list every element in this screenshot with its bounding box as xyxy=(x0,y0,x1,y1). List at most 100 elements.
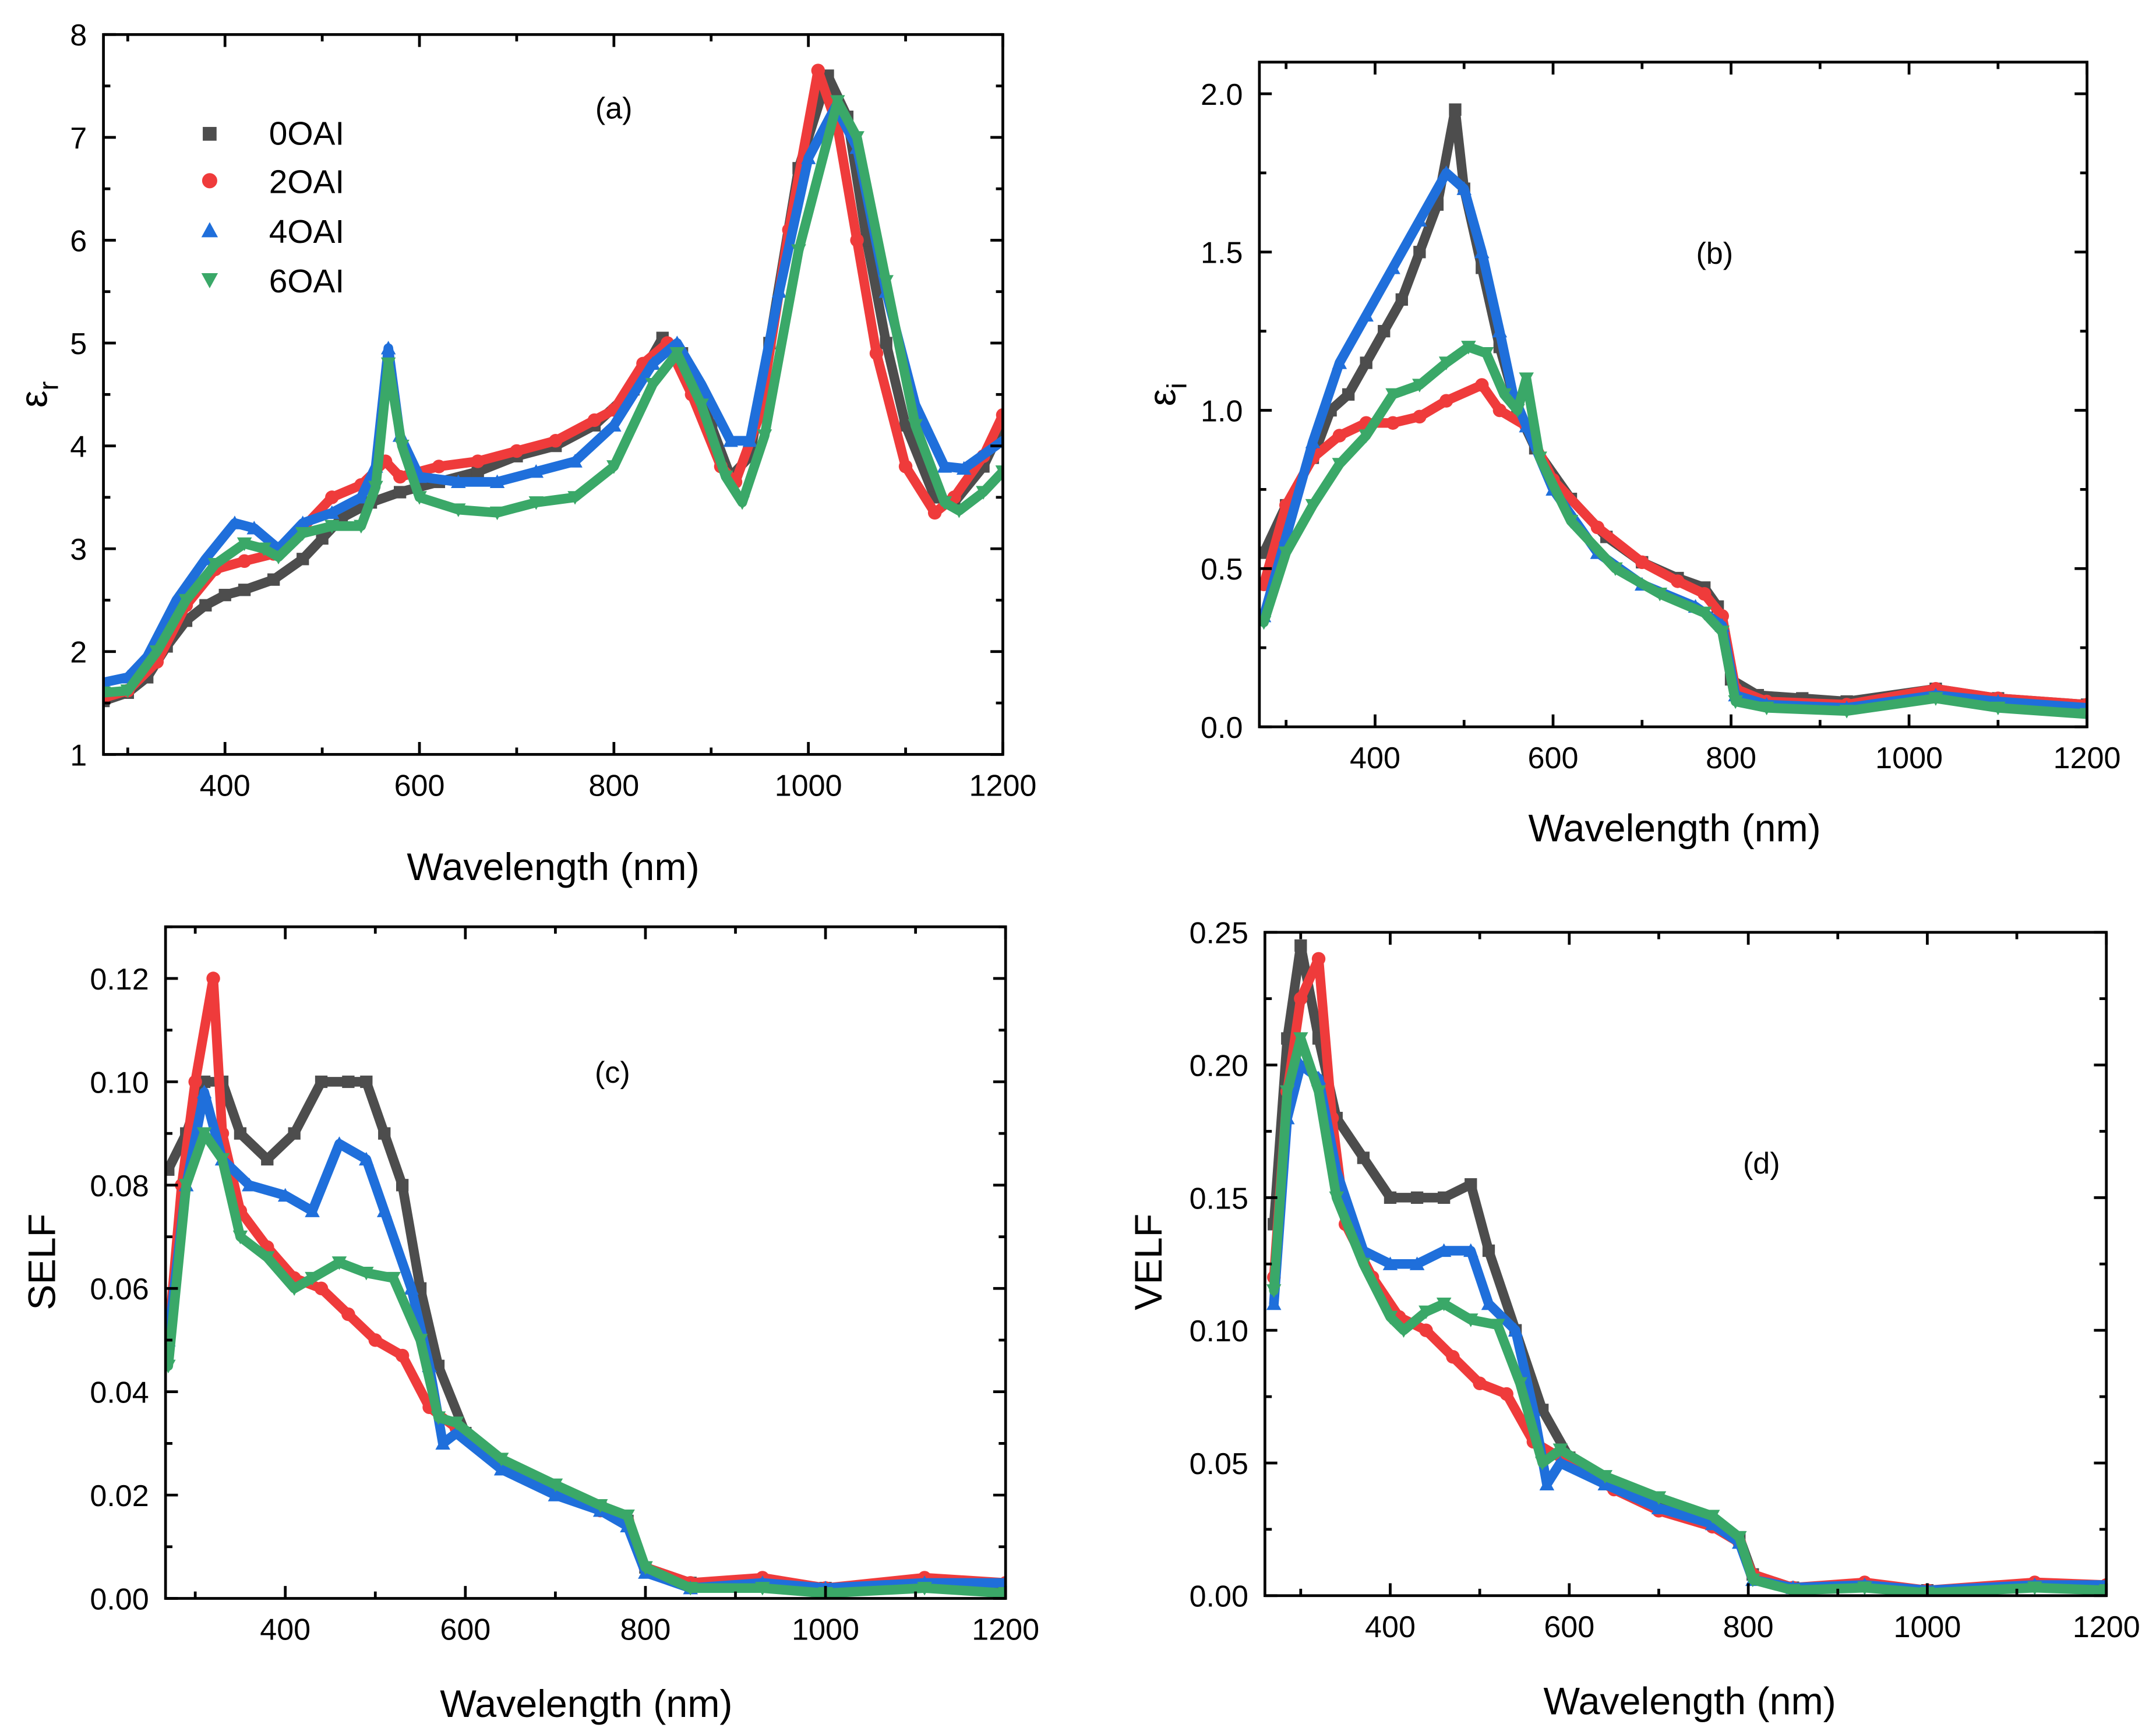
data-point-2oai xyxy=(587,413,602,427)
data-point-2oai xyxy=(1311,952,1326,966)
data-point-6oai xyxy=(451,503,466,517)
y-tick-label: 0.06 xyxy=(90,1273,149,1306)
data-point-6oai xyxy=(1728,695,1743,709)
data-point-6oai xyxy=(2079,708,2087,722)
legend-item-4oai: 4OAI xyxy=(201,214,344,250)
data-point-0oai xyxy=(234,1127,247,1140)
series-6oai xyxy=(103,95,1003,701)
data-point-6oai xyxy=(493,1453,509,1467)
y-tick-label: 1.0 xyxy=(1201,394,1243,428)
data-point-6oai xyxy=(149,645,165,659)
data-point-0oai xyxy=(165,1163,175,1176)
legend-symbol-4oai xyxy=(201,222,218,238)
panel-d-label: (d) xyxy=(1743,1147,1780,1181)
data-point-4oai xyxy=(669,335,685,349)
y-tick-label: 0.10 xyxy=(90,1066,149,1100)
data-point-6oai xyxy=(412,1334,428,1348)
data-point-4oai xyxy=(1492,323,1508,338)
data-point-6oai xyxy=(295,527,310,541)
data-point-6oai xyxy=(638,1561,653,1575)
data-point-6oai xyxy=(165,1359,176,1374)
data-point-2oai xyxy=(1697,586,1712,601)
data-point-4oai xyxy=(380,341,396,355)
y-tick-label: 2 xyxy=(70,636,87,670)
x-tick-label: 800 xyxy=(1723,1610,1774,1644)
data-point-0oai xyxy=(1360,356,1372,369)
data-point-6oai xyxy=(694,398,709,412)
panel-a-ylabel-symbol: ε xyxy=(13,390,56,408)
y-tick-label: 0.00 xyxy=(1190,1580,1248,1614)
data-point-6oai xyxy=(1382,1310,1398,1325)
data-point-0oai xyxy=(1413,246,1426,259)
data-point-6oai xyxy=(287,1282,302,1296)
data-point-4oai xyxy=(404,1281,419,1295)
data-point-6oai xyxy=(256,542,271,556)
y-tick-label: 0.20 xyxy=(1190,1050,1248,1083)
y-tick-label: 0.5 xyxy=(1201,553,1243,586)
data-point-0oai xyxy=(199,599,212,612)
series-line-6oai xyxy=(165,1128,1006,1598)
series-2oai xyxy=(1266,952,2106,1596)
data-point-2oai xyxy=(996,408,1003,422)
data-point-6oai xyxy=(1497,388,1512,402)
data-point-6oai xyxy=(1928,692,1943,706)
data-point-6oai xyxy=(394,439,410,454)
data-point-4oai xyxy=(198,552,213,566)
series-6oai xyxy=(165,1127,1006,1599)
y-tick-label: 0.10 xyxy=(1190,1314,1248,1348)
data-point-6oai xyxy=(995,465,1003,479)
data-point-4oai xyxy=(567,454,583,468)
legend-item-6oai: 6OAI xyxy=(201,263,344,300)
x-tick-label: 1200 xyxy=(2053,741,2121,775)
series-line-2oai xyxy=(1269,954,2106,1595)
y-tick-label: 0.04 xyxy=(90,1376,149,1410)
data-point-0oai xyxy=(899,419,912,432)
data-point-6oai xyxy=(1490,1319,1505,1333)
data-point-6oai xyxy=(1512,1377,1528,1391)
data-point-2oai xyxy=(1294,991,1308,1006)
legend-item-0oai: 0OAI xyxy=(203,116,344,153)
data-point-6oai xyxy=(1839,705,1854,719)
data-point-4oai xyxy=(305,1203,320,1217)
data-point-0oai xyxy=(414,1282,427,1295)
data-point-6oai xyxy=(354,520,369,534)
data-point-4oai xyxy=(1539,1476,1555,1491)
data-point-6oai xyxy=(120,684,136,698)
data-point-6oai xyxy=(683,1582,698,1596)
series-4oai xyxy=(103,99,1003,689)
data-point-0oai xyxy=(315,1075,328,1089)
panel-d-xlabel: Wavelength (nm) xyxy=(1543,1680,1836,1723)
data-point-6oai xyxy=(1279,1085,1295,1099)
data-point-6oai xyxy=(1278,546,1294,560)
data-point-0oai xyxy=(471,465,484,478)
data-point-4oai xyxy=(1266,1296,1282,1310)
data-point-6oai xyxy=(645,378,661,392)
data-point-6oai xyxy=(755,1582,770,1596)
data-point-6oai xyxy=(489,506,505,521)
data-point-6oai xyxy=(1266,1284,1282,1298)
data-point-4oai xyxy=(246,521,262,535)
data-point-2oai xyxy=(510,444,524,458)
series-6oai xyxy=(1259,341,2087,722)
data-point-2oai xyxy=(325,490,339,504)
data-point-4oai xyxy=(1332,355,1347,369)
data-point-2oai xyxy=(395,1348,410,1363)
data-point-2oai xyxy=(1671,574,1685,588)
data-point-2oai xyxy=(548,434,563,448)
data-point-4oai xyxy=(937,459,952,473)
data-point-6oai xyxy=(214,1153,230,1167)
legend-label: 2OAI xyxy=(269,164,344,201)
data-point-6oai xyxy=(1519,372,1534,386)
data-point-6oai xyxy=(386,1271,401,1286)
data-point-6oai xyxy=(669,347,685,361)
panel-c-ylabel: SELF xyxy=(21,1214,64,1310)
series-line-2oai xyxy=(103,65,1003,703)
x-tick-label: 1200 xyxy=(969,769,1037,803)
data-point-4oai xyxy=(449,1425,464,1440)
data-point-4oai xyxy=(1508,1323,1523,1337)
x-tick-label: 1200 xyxy=(972,1613,1039,1647)
data-point-6oai xyxy=(412,491,427,505)
x-tick-label: 600 xyxy=(440,1613,491,1647)
y-tick-label: 1.5 xyxy=(1201,236,1243,270)
